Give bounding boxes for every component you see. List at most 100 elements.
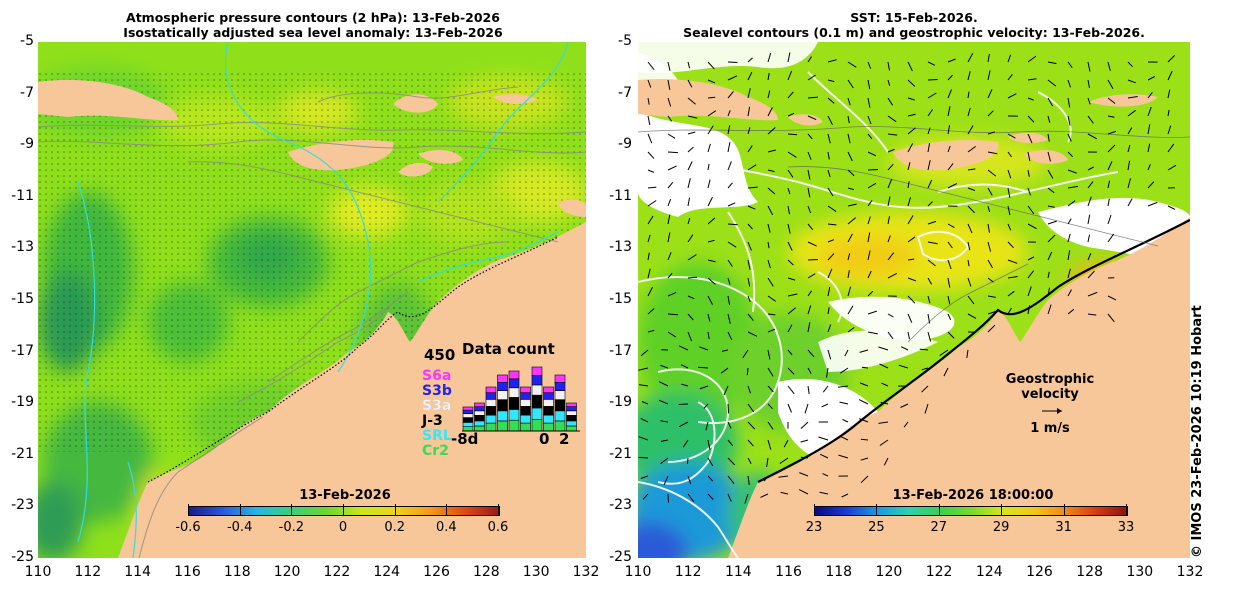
velocity-arrow bbox=[747, 186, 758, 189]
velocity-arrow bbox=[647, 133, 653, 144]
data-count-bar-segment bbox=[543, 406, 554, 416]
velocity-arrow bbox=[667, 252, 672, 261]
data-count-bar-segment bbox=[474, 415, 485, 422]
y-tick-label: -23 bbox=[11, 497, 34, 514]
mission-label: S3a bbox=[422, 398, 451, 414]
data-count-bar-segment bbox=[554, 381, 566, 391]
data-count-bar-segment bbox=[566, 402, 577, 407]
velocity-arrow bbox=[1067, 233, 1071, 243]
velocity-arrow bbox=[1107, 97, 1116, 104]
velocity-arrow bbox=[883, 457, 889, 466]
velocity-arrow bbox=[787, 133, 798, 136]
velocity-arrow bbox=[847, 203, 857, 207]
velocity-arrow bbox=[807, 367, 812, 375]
left-panel-title: Atmospheric pressure contours (2 hPa): 1… bbox=[40, 10, 586, 40]
velocity-arrow bbox=[787, 91, 794, 99]
velocity-arrow bbox=[827, 239, 834, 243]
velocity-arrow bbox=[747, 313, 754, 321]
velocity-arrow bbox=[967, 205, 975, 214]
velocity-arrow bbox=[827, 133, 831, 144]
velocity-arrow bbox=[887, 196, 891, 207]
colorbar-tick-label: -0.2 bbox=[278, 520, 305, 535]
velocity-arrow bbox=[1147, 124, 1151, 135]
velocity-arrow bbox=[697, 366, 709, 369]
velocity-arrow bbox=[787, 187, 791, 195]
velocity-arrow bbox=[640, 417, 649, 423]
velocity-arrow bbox=[767, 205, 774, 216]
data-count-bar-segment bbox=[508, 397, 520, 410]
velocity-arrow bbox=[927, 313, 931, 324]
velocity-arrow bbox=[860, 457, 869, 461]
velocity-arrow bbox=[844, 349, 849, 357]
data-count-max: 450 bbox=[424, 346, 455, 364]
velocity-arrow bbox=[847, 286, 852, 297]
velocity-arrow bbox=[667, 97, 672, 107]
velocity-arrow bbox=[707, 331, 710, 339]
mission-label: S6a bbox=[422, 368, 451, 384]
velocity-arrow bbox=[1087, 253, 1092, 261]
velocity-arrow bbox=[667, 272, 673, 279]
right-colorbar-gradient bbox=[814, 506, 1128, 516]
velocity-arrow bbox=[867, 250, 871, 261]
velocity-arrow bbox=[907, 295, 916, 304]
velocity-arrow bbox=[927, 277, 933, 285]
velocity-arrow bbox=[638, 367, 649, 371]
velocity-arrow bbox=[1047, 151, 1051, 162]
colorbar-tick-mark bbox=[1063, 504, 1065, 516]
data-count-bar-segment bbox=[543, 399, 554, 407]
velocity-arrow bbox=[1007, 54, 1012, 63]
velocity-arrow bbox=[841, 493, 849, 498]
velocity-arrow bbox=[847, 97, 851, 106]
velocity-arrow bbox=[907, 215, 914, 225]
velocity-arrow bbox=[967, 223, 973, 234]
velocity-arrow bbox=[907, 79, 916, 87]
velocity-arrow bbox=[1067, 289, 1072, 297]
y-tick-label: -21 bbox=[609, 445, 632, 462]
velocity-arrow bbox=[907, 331, 910, 340]
velocity-arrow bbox=[1007, 241, 1014, 249]
velocity-arrow bbox=[907, 61, 913, 72]
velocity-arrow bbox=[987, 310, 998, 315]
velocity-arrow bbox=[1027, 187, 1031, 196]
velocity-arrow bbox=[1087, 61, 1091, 72]
velocity-arrow bbox=[787, 293, 798, 297]
velocity-arrow bbox=[747, 475, 750, 485]
y-tick-label: -19 bbox=[11, 394, 34, 411]
velocity-arrow bbox=[947, 58, 956, 63]
velocity-arrow bbox=[779, 457, 789, 464]
velocity-arrow bbox=[867, 216, 871, 225]
velocity-arrow bbox=[667, 291, 677, 297]
velocity-arrow bbox=[827, 324, 832, 333]
velocity-arrow bbox=[878, 421, 889, 424]
velocity-arrow bbox=[859, 349, 869, 353]
velocity-arrow bbox=[687, 178, 691, 189]
velocity-arrow bbox=[678, 421, 689, 428]
velocity-arrow bbox=[707, 179, 711, 189]
data-count-bar-segment bbox=[474, 406, 485, 412]
velocity-arrow bbox=[638, 456, 649, 459]
velocity-arrow bbox=[707, 475, 714, 482]
y-tick-label: -7 bbox=[20, 84, 34, 101]
left-map-svg bbox=[38, 42, 586, 558]
velocity-arrow bbox=[842, 419, 849, 423]
velocity-arrow bbox=[807, 56, 813, 63]
velocity-arrow bbox=[746, 367, 749, 376]
x-tick-label: 132 bbox=[572, 564, 600, 580]
velocity-arrow bbox=[947, 183, 958, 189]
velocity-arrow bbox=[667, 133, 676, 139]
velocity-arrow bbox=[1047, 220, 1057, 225]
velocity-arrow bbox=[747, 145, 753, 153]
velocity-arrow bbox=[947, 74, 953, 81]
velocity-arrow bbox=[699, 385, 709, 390]
velocity-arrow bbox=[783, 439, 789, 448]
x-tick-label: 128 bbox=[1076, 564, 1103, 580]
velocity-arrow bbox=[667, 313, 679, 316]
velocity-arrow bbox=[887, 133, 898, 136]
data-count-bar-segment bbox=[566, 420, 577, 427]
velocity-arrow bbox=[807, 241, 817, 247]
velocity-arrow bbox=[647, 61, 655, 71]
x-tick-label: 120 bbox=[875, 564, 903, 580]
velocity-arrow bbox=[787, 349, 793, 356]
data-count-bar-segment bbox=[497, 390, 508, 400]
mission-label: SRL bbox=[422, 428, 452, 444]
